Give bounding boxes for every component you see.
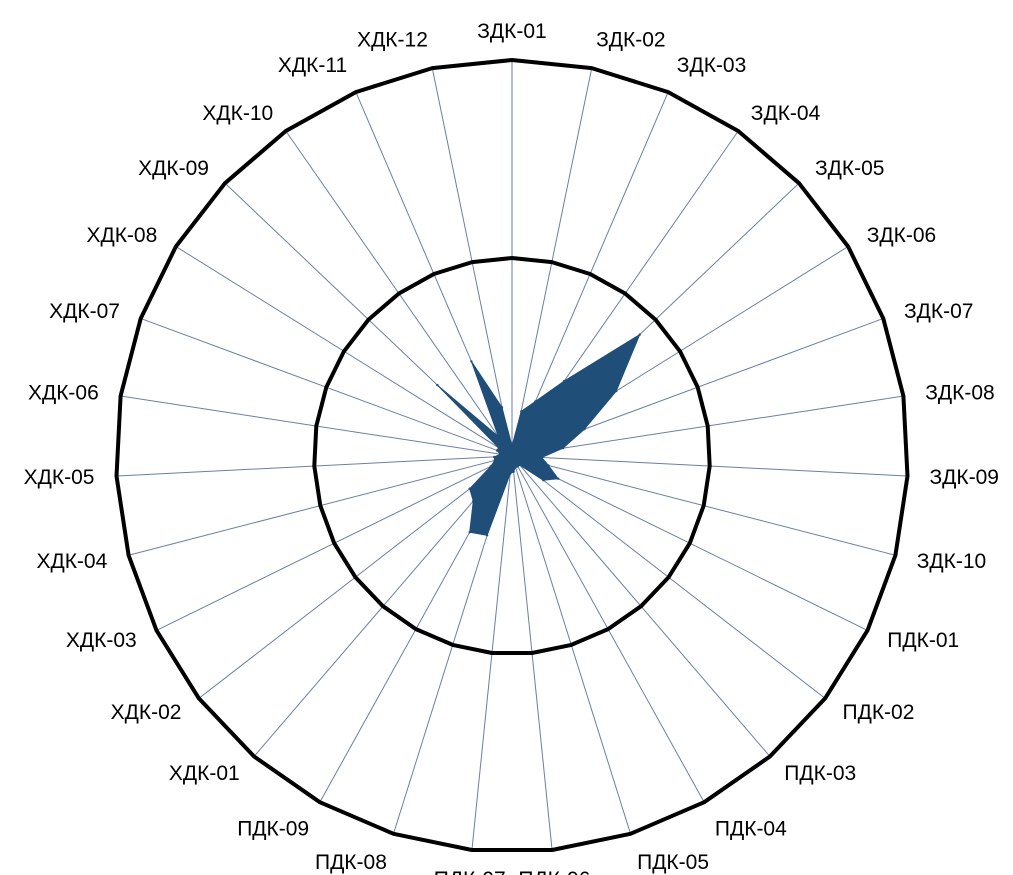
data-point-23 [493, 459, 496, 462]
category-label: ПДК-05 [637, 851, 709, 874]
category-label: ХДК-12 [357, 29, 428, 52]
grid-ring-2 [114, 58, 910, 852]
category-label: ЗДК-01 [477, 20, 547, 43]
data-point-15 [514, 466, 517, 469]
category-labels: ЗДК-01 ЗДК-02 ЗДК-03 ЗДК-04 ЗДК-05 ЗДК-06 ЗДК-… [24, 20, 999, 875]
data-point-4 [562, 380, 566, 383]
data-point-22 [489, 465, 492, 468]
category-label: ЗДК-09 [930, 466, 1000, 489]
data-layer [436, 333, 641, 537]
category-label: ПДК-04 [715, 818, 787, 841]
category-label: ХДК-11 [278, 54, 347, 77]
grid-ring-1 [312, 256, 712, 655]
data-point-13 [518, 463, 521, 467]
category-label: ПДК-09 [237, 818, 309, 841]
category-label: ЗДК-03 [677, 54, 747, 77]
data-point-16 [512, 470, 515, 473]
data-point-19 [468, 531, 471, 534]
category-label: ЗДК-06 [867, 224, 937, 247]
series-area [437, 333, 641, 536]
data-point-26 [495, 449, 499, 452]
category-label: ХДК-08 [86, 224, 157, 247]
data-point-2 [520, 410, 523, 413]
data-point-21 [468, 487, 471, 490]
category-label: ЗДК-08 [925, 382, 995, 405]
data-point-31 [500, 406, 504, 409]
category-label: ПДК-07 [434, 868, 506, 875]
category-label: ХДК-10 [202, 102, 273, 125]
data-point-1 [510, 444, 514, 448]
data-point-30 [470, 360, 473, 363]
data-point-3 [534, 400, 537, 403]
category-label: ЗДК-05 [815, 157, 885, 180]
data-point-9 [540, 456, 543, 459]
data-point-17 [509, 472, 512, 475]
category-label: ПДК-03 [784, 762, 856, 785]
category-label: ХДК-03 [66, 629, 137, 652]
category-label: ПДК-01 [887, 629, 959, 652]
category-label: ХДК-07 [49, 300, 120, 323]
grid-rings [114, 58, 910, 852]
category-label: ЗДК-02 [596, 29, 666, 52]
data-point-20 [472, 499, 475, 503]
category-label: ХДК-02 [111, 701, 182, 724]
category-label: ПДК-06 [518, 868, 590, 875]
data-point-12 [542, 479, 545, 482]
category-label: ПДК-08 [315, 851, 387, 874]
category-label: ЗДК-07 [904, 300, 974, 323]
data-point-18 [485, 534, 489, 537]
category-label: ХДК-05 [24, 466, 95, 489]
data-point-24 [493, 455, 496, 459]
category-label: ХДК-09 [138, 157, 209, 180]
data-point-27 [497, 446, 500, 449]
data-point-29 [497, 435, 500, 438]
category-label: ЗДК-04 [751, 102, 821, 125]
data-point-10 [547, 464, 550, 467]
category-label: ХДК-01 [169, 762, 240, 785]
category-label: ХДК-06 [28, 382, 99, 405]
data-point-5 [638, 333, 641, 336]
data-point-14 [516, 465, 519, 468]
category-label: ПДК-02 [843, 701, 915, 724]
data-point-8 [561, 447, 565, 450]
data-point-6 [615, 389, 618, 393]
data-point-7 [583, 428, 586, 431]
data-point-11 [557, 477, 560, 480]
data-point-25 [499, 453, 502, 456]
data-point-28 [436, 383, 439, 387]
category-label: ЗДК-10 [917, 550, 987, 573]
category-label: ХДК-04 [36, 550, 107, 573]
